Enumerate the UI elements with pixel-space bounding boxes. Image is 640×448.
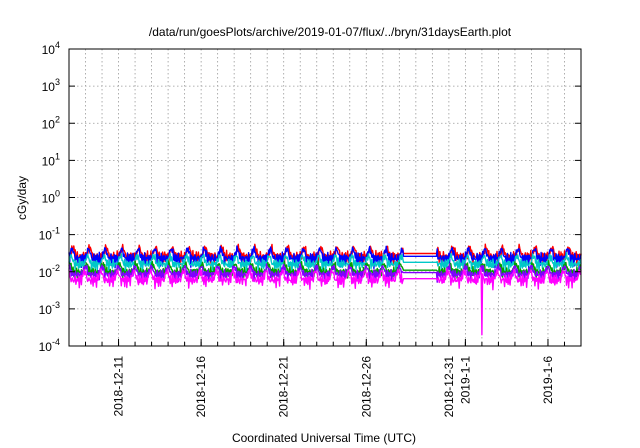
x-tick-label: 2018-12-26 xyxy=(359,356,373,418)
x-tick-label: 2019-1-1 xyxy=(458,356,472,404)
chart-title: /data/run/goesPlots/archive/2019-01-07/f… xyxy=(149,25,512,39)
series-group xyxy=(68,243,582,336)
x-tick-label: 2018-12-21 xyxy=(277,356,291,418)
x-tick-label: 2018-12-16 xyxy=(194,356,208,418)
y-tick-label: 10-4 xyxy=(39,337,60,354)
y-tick-label: 101 xyxy=(42,151,60,168)
y-tick-label: 10-1 xyxy=(39,226,60,243)
y-tick-label: 102 xyxy=(42,114,60,131)
x-axis: 2018-12-11 2018-12-16 2018-12-21 2018-12-26… xyxy=(85,339,582,418)
grid xyxy=(69,49,581,346)
y-tick-label: 10-2 xyxy=(39,263,60,280)
y-tick-label: 10-3 xyxy=(39,300,60,317)
series-line-3 xyxy=(68,251,582,273)
x-tick-label: 2019-1-6 xyxy=(541,356,555,404)
y-tick-label: 104 xyxy=(42,40,60,57)
y-axis: 10-4 10-3 10-2 10-1 100 101 102 103 104 xyxy=(39,40,581,354)
series-line-6 xyxy=(68,267,582,336)
series-line-2 xyxy=(68,245,582,270)
x-axis-label: Coordinated Universal Time (UTC) xyxy=(232,431,416,445)
y-tick-label: 100 xyxy=(42,189,60,206)
x-tick-label: 2018-12-31 xyxy=(442,356,456,418)
x-tick-label: 2018-12-11 xyxy=(112,356,126,417)
y-axis-label: cGy/day xyxy=(15,176,29,220)
y-tick-label: 103 xyxy=(42,77,60,94)
